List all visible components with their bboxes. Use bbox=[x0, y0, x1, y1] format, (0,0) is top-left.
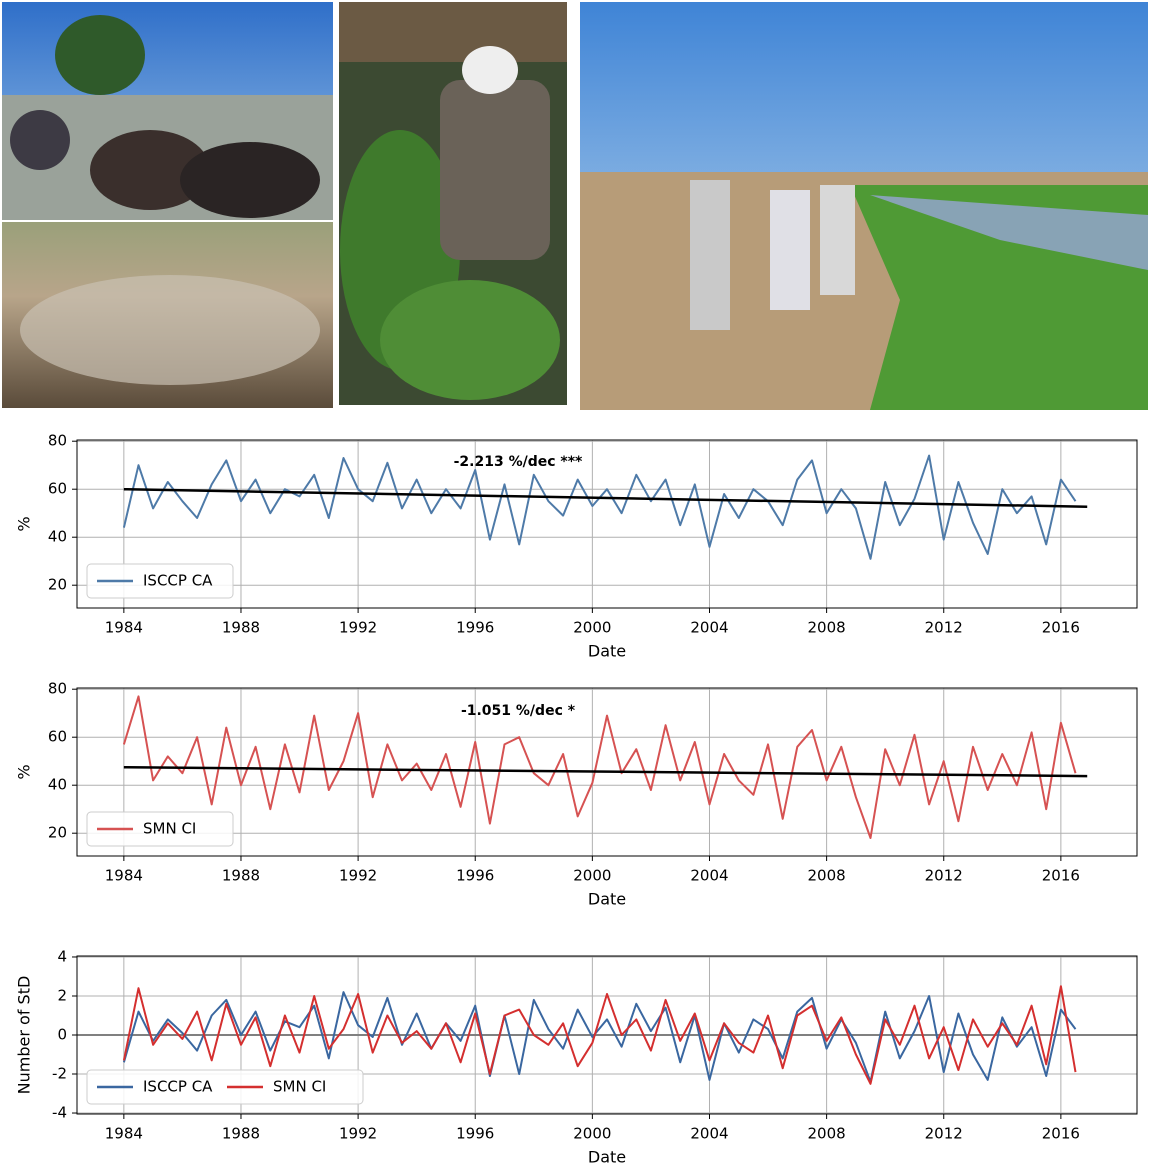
legend: ISCCP CA SMN CI bbox=[86, 1069, 364, 1105]
y-tick-label: 40 bbox=[48, 528, 67, 546]
series-line bbox=[122, 454, 1077, 560]
photo-greenhouse bbox=[339, 2, 567, 405]
x-tick-label: 2012 bbox=[925, 867, 963, 885]
plot-frame bbox=[76, 687, 1138, 857]
annotation: -1.051 %/dec * bbox=[461, 703, 576, 719]
y-tick-label: -4 bbox=[52, 1104, 67, 1122]
x-tick-label: 2016 bbox=[1042, 867, 1080, 885]
y-tick-label: 20 bbox=[48, 576, 67, 594]
y-tick-label: 0 bbox=[57, 1026, 67, 1044]
x-axis-label: Date bbox=[588, 1148, 626, 1167]
y-tick-label: -2 bbox=[52, 1065, 67, 1083]
x-axis-label: Date bbox=[588, 642, 626, 661]
x-tick-label: 2004 bbox=[690, 1125, 728, 1143]
y-axis-label: Number of StD bbox=[15, 976, 34, 1095]
x-tick-label: 2000 bbox=[573, 619, 611, 637]
x-tick-label: 1988 bbox=[222, 867, 260, 885]
legend: SMN CI bbox=[86, 811, 234, 847]
series-line bbox=[122, 695, 1077, 839]
y-tick-label: 20 bbox=[48, 824, 67, 842]
x-tick-label: 1984 bbox=[105, 867, 143, 885]
y-tick-label: 40 bbox=[48, 776, 67, 794]
annotation: -2.213 %/dec *** bbox=[454, 454, 583, 470]
charts: 1984 1988 1992 1996 2000 2004 2008 2012 20162040… bbox=[15, 432, 1138, 1167]
x-tick-label: 1992 bbox=[339, 1125, 377, 1143]
x-tick-label: 2000 bbox=[573, 1125, 611, 1143]
legend: ISCCP CA bbox=[86, 563, 234, 599]
x-tick-label: 2008 bbox=[808, 619, 846, 637]
x-tick-label: 2016 bbox=[1042, 1125, 1080, 1143]
legend-box bbox=[86, 811, 234, 847]
x-tick-label: 2012 bbox=[925, 619, 963, 637]
x-tick-label: 1984 bbox=[105, 1125, 143, 1143]
legend-label: SMN CI bbox=[273, 1078, 326, 1096]
x-tick-label: 1992 bbox=[339, 619, 377, 637]
x-tick-label: 2016 bbox=[1042, 619, 1080, 637]
photo-meeting bbox=[2, 2, 333, 220]
x-tick-label: 1988 bbox=[222, 619, 260, 637]
x-tick-label: 2004 bbox=[690, 619, 728, 637]
trend-line bbox=[123, 487, 1088, 508]
y-tick-label: 60 bbox=[48, 728, 67, 746]
legend-label: ISCCP CA bbox=[143, 572, 213, 590]
y-tick-label: 2 bbox=[57, 986, 67, 1004]
y-tick-label: 80 bbox=[48, 680, 67, 698]
legend-label: ISCCP CA bbox=[143, 1078, 213, 1096]
x-tick-label: 2012 bbox=[925, 1125, 963, 1143]
photo-field-walk bbox=[580, 2, 1148, 410]
x-tick-label: 1984 bbox=[105, 619, 143, 637]
x-tick-label: 2004 bbox=[690, 867, 728, 885]
series-line bbox=[122, 985, 1077, 1085]
y-tick-label: 60 bbox=[48, 480, 67, 498]
x-tick-label: 1992 bbox=[339, 867, 377, 885]
photo-frost-grass bbox=[2, 222, 333, 408]
y-axis-label: % bbox=[15, 516, 34, 531]
x-tick-label: 2000 bbox=[573, 867, 611, 885]
trend-line bbox=[123, 765, 1088, 778]
legend-box bbox=[86, 563, 234, 599]
x-tick-label: 1996 bbox=[456, 1125, 494, 1143]
x-tick-label: 2008 bbox=[808, 1125, 846, 1143]
y-tick-label: 80 bbox=[48, 432, 67, 450]
legend-label: SMN CI bbox=[143, 820, 196, 838]
plot-frame bbox=[76, 439, 1138, 609]
legend-box bbox=[86, 1069, 364, 1105]
series-line bbox=[122, 991, 1077, 1083]
y-tick-label: 4 bbox=[57, 947, 67, 965]
plot-frame bbox=[76, 955, 1138, 1115]
x-tick-label: 1996 bbox=[456, 619, 494, 637]
x-tick-label: 1988 bbox=[222, 1125, 260, 1143]
y-axis-label: % bbox=[15, 764, 34, 779]
x-tick-label: 1996 bbox=[456, 867, 494, 885]
x-axis-label: Date bbox=[588, 890, 626, 909]
x-tick-label: 2008 bbox=[808, 867, 846, 885]
